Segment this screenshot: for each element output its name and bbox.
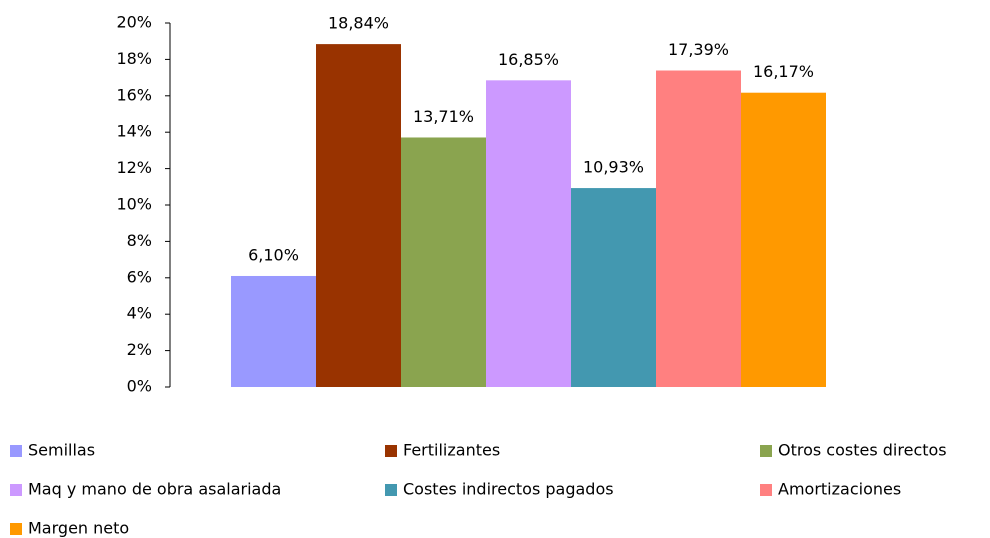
value-label: 16,85% (498, 50, 559, 69)
legend-label: Margen neto (28, 519, 129, 538)
y-tick-label: 0% (127, 377, 152, 396)
legend-label: Costes indirectos pagados (403, 480, 614, 499)
y-tick-label: 8% (127, 231, 152, 250)
y-tick-label: 12% (116, 158, 152, 177)
legend-swatch (760, 484, 772, 496)
legend-label: Fertilizantes (403, 441, 500, 460)
value-label: 18,84% (328, 14, 389, 33)
legend-swatch (10, 445, 22, 457)
y-tick-label: 20% (116, 13, 152, 32)
legend-swatch (760, 445, 772, 457)
legend-label: Otros costes directos (778, 441, 947, 460)
legend-swatch (10, 523, 22, 535)
legend-swatch (385, 484, 397, 496)
value-label: 10,93% (583, 158, 644, 177)
value-label: 6,10% (248, 245, 299, 264)
legend-label: Amortizaciones (778, 480, 901, 499)
y-tick-label: 14% (116, 122, 152, 141)
legend-swatch (385, 445, 397, 457)
bar (571, 188, 656, 387)
value-label: 16,17% (753, 62, 814, 81)
value-label: 13,71% (413, 107, 474, 126)
bar (401, 137, 486, 387)
bar (741, 92, 826, 388)
value-label: 17,39% (668, 40, 729, 59)
y-tick-label: 16% (116, 85, 152, 104)
y-tick-label: 2% (127, 340, 152, 359)
legend-label: Semillas (28, 441, 95, 460)
bar (486, 80, 571, 387)
y-tick-label: 18% (116, 49, 152, 68)
y-tick-label: 10% (116, 195, 152, 214)
legend-label: Maq y mano de obra asalariada (28, 480, 281, 499)
y-tick-label: 4% (127, 304, 152, 323)
y-tick-label: 6% (127, 267, 152, 286)
legend-swatch (10, 484, 22, 496)
bar (231, 275, 316, 387)
bar (316, 44, 401, 387)
bar (656, 70, 741, 387)
